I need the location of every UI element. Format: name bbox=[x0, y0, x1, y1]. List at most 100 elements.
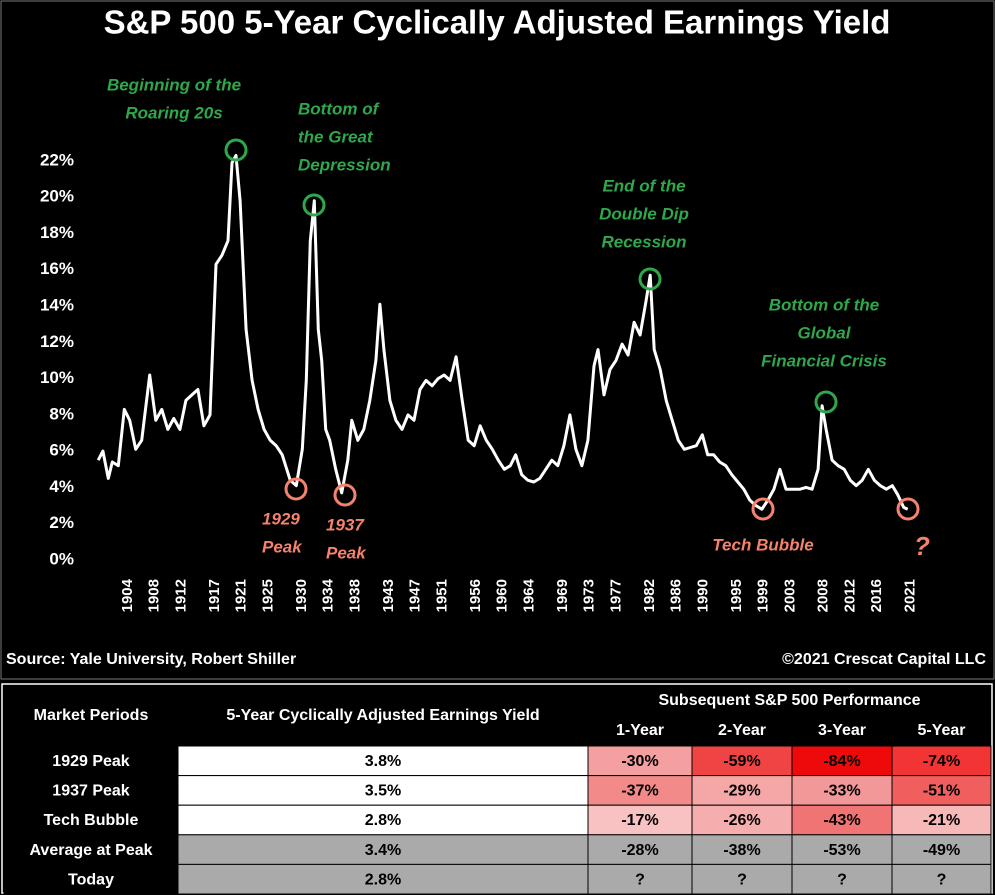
annotation-marker bbox=[751, 497, 775, 521]
annotation: Financial Crisis bbox=[761, 351, 887, 370]
chart-title: S&P 500 5-Year Cyclically Adjusted Earni… bbox=[104, 4, 891, 41]
table-cell bbox=[791, 775, 893, 806]
y-tick-label: 2% bbox=[49, 513, 74, 532]
table-text: -38% bbox=[723, 842, 760, 859]
x-tick-label: 1960 bbox=[494, 579, 511, 612]
table-cell bbox=[3, 804, 179, 836]
annotation: Roaring 20s bbox=[125, 103, 222, 122]
table-text: 3.8% bbox=[365, 753, 401, 770]
x-tick-label: 1990 bbox=[694, 579, 711, 612]
table-cell bbox=[3, 863, 179, 895]
table-cell bbox=[691, 863, 793, 895]
y-tick-label: 22% bbox=[40, 150, 74, 169]
copyright: ©2021 Crescat Capital LLC bbox=[782, 651, 986, 668]
table-cell bbox=[791, 745, 893, 777]
y-tick-label: 4% bbox=[49, 477, 74, 496]
table-text: Tech Bubble bbox=[44, 812, 139, 829]
y-tick-label: 10% bbox=[40, 368, 74, 387]
annotation: 1937 bbox=[326, 515, 365, 534]
annotation: Bottom of the bbox=[769, 295, 879, 314]
table-text: -37% bbox=[621, 783, 658, 800]
table-text: Average at Peak bbox=[29, 842, 152, 859]
table-text: 3.4% bbox=[365, 842, 401, 859]
table-cell bbox=[3, 745, 179, 777]
table-text: -49% bbox=[923, 842, 960, 859]
x-tick-label: 2021 bbox=[902, 579, 919, 612]
table-text: 1937 Peak bbox=[52, 783, 130, 800]
table-cell bbox=[691, 775, 793, 806]
table-cell bbox=[177, 745, 589, 777]
table-header: Subsequent S&P 500 Performance bbox=[658, 692, 920, 709]
table-text: -53% bbox=[823, 842, 860, 859]
table-text: -26% bbox=[723, 812, 760, 829]
x-tick-label: 1969 bbox=[554, 579, 571, 612]
table-cell bbox=[791, 834, 893, 865]
table-text: -29% bbox=[723, 783, 760, 800]
x-tick-label: 1964 bbox=[520, 578, 537, 612]
table-header: 2-Year bbox=[718, 722, 766, 739]
table-header: Market Periods bbox=[34, 707, 149, 724]
table-text: -33% bbox=[823, 783, 860, 800]
x-tick-label: 1925 bbox=[259, 579, 276, 612]
table-text: -30% bbox=[621, 753, 658, 770]
table-text: -59% bbox=[723, 753, 760, 770]
table-cell bbox=[177, 804, 589, 836]
y-tick-label: 20% bbox=[40, 187, 74, 206]
y-tick-label: 18% bbox=[40, 223, 74, 242]
x-tick-label: 1912 bbox=[172, 579, 189, 612]
y-tick-label: 14% bbox=[40, 296, 74, 315]
x-tick-label: 2016 bbox=[868, 579, 885, 612]
x-tick-label: 1904 bbox=[119, 578, 136, 612]
table-text: -21% bbox=[923, 812, 960, 829]
table-cell bbox=[177, 775, 589, 806]
x-tick-label: 2003 bbox=[781, 579, 798, 612]
annotation: Depression bbox=[298, 155, 391, 174]
annotation-marker bbox=[284, 477, 308, 501]
annotation: Peak bbox=[326, 543, 367, 562]
table-cell bbox=[891, 834, 992, 865]
annotation: Peak bbox=[262, 537, 303, 556]
x-tick-label: 1951 bbox=[433, 579, 450, 612]
table-cell bbox=[791, 863, 893, 895]
x-tick-label: 1930 bbox=[293, 579, 310, 612]
x-tick-label: 2008 bbox=[815, 579, 832, 612]
annotation: Global bbox=[798, 323, 852, 342]
table-text: -17% bbox=[621, 812, 658, 829]
table-text: -28% bbox=[621, 842, 658, 859]
x-tick-label: 2012 bbox=[841, 579, 858, 612]
x-tick-label: 1934 bbox=[320, 578, 337, 612]
table-cell bbox=[177, 834, 589, 865]
y-tick-label: 6% bbox=[49, 441, 74, 460]
x-tick-label: 1986 bbox=[668, 579, 685, 612]
x-tick-label: 1956 bbox=[467, 579, 484, 612]
x-tick-label: 1947 bbox=[407, 579, 424, 612]
y-tick-label: 16% bbox=[40, 259, 74, 278]
table-cell bbox=[587, 834, 693, 865]
table-text: -74% bbox=[923, 753, 960, 770]
table-cell bbox=[3, 775, 179, 806]
table-cell bbox=[891, 863, 992, 895]
table-text: -51% bbox=[923, 783, 960, 800]
table-text: ? bbox=[737, 871, 747, 888]
x-tick-label: 1973 bbox=[581, 579, 598, 612]
table-header: 5-Year bbox=[917, 722, 965, 739]
table-text: 1929 Peak bbox=[52, 753, 130, 770]
table-text: Today bbox=[68, 871, 114, 888]
table-header: 1-Year bbox=[616, 722, 664, 739]
table-text: ? bbox=[837, 871, 847, 888]
x-tick-label: 1982 bbox=[641, 579, 658, 612]
y-tick-label: 8% bbox=[49, 404, 74, 423]
x-tick-label: 1995 bbox=[728, 579, 745, 612]
annotation-marker bbox=[333, 483, 357, 507]
source: Source: Yale University, Robert Shiller bbox=[6, 651, 296, 668]
annotation-marker bbox=[638, 267, 662, 291]
x-tick-label: 1917 bbox=[206, 579, 223, 612]
annotation: Tech Bubble bbox=[712, 535, 813, 554]
annotation: Recession bbox=[601, 232, 686, 251]
table-cell bbox=[177, 863, 589, 895]
table-header: 3-Year bbox=[818, 722, 866, 739]
annotation-marker bbox=[302, 193, 326, 217]
table-cell bbox=[891, 745, 992, 777]
table-cell bbox=[791, 804, 893, 836]
